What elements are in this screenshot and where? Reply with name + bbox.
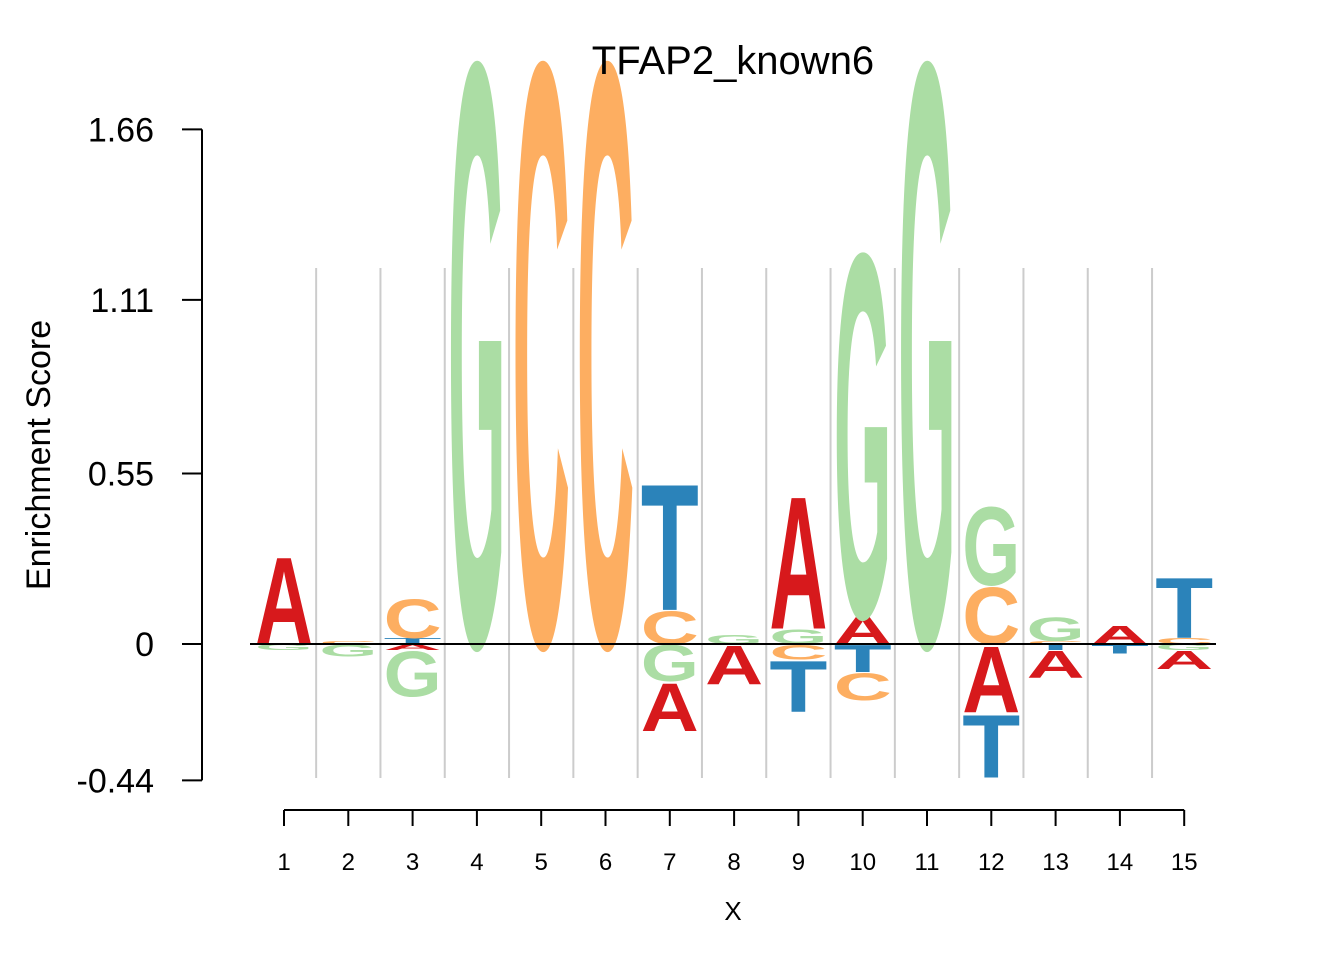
logo-letter-t: T (1027, 643, 1085, 653)
logo-letter-a: A (384, 643, 442, 653)
logo-letter-c: C (1027, 640, 1085, 645)
y-axis: 1.66 1.11 0.55 0 -0.44 (77, 111, 203, 800)
grid-lines (315, 268, 1154, 778)
logo-letter-a: A (834, 610, 892, 653)
x-tick-label: 1 (277, 849, 290, 876)
x-tick-label: 8 (727, 849, 740, 876)
logo-letter-g: G (255, 643, 313, 653)
x-tick-label: 9 (792, 849, 805, 876)
logo-letter-t: T (1091, 642, 1149, 656)
logo-letter-g: G (1027, 610, 1085, 649)
x-tick-label: 10 (849, 849, 876, 876)
logo-letter-c: C (384, 587, 442, 650)
x-tick-label: 5 (535, 849, 548, 876)
logo-letter-c: C (834, 665, 892, 708)
y-tick-label: 1.66 (88, 111, 154, 149)
x-axis-label: X (724, 896, 741, 926)
logo-letter-g: G (898, 0, 956, 821)
logo-letter-c: C (769, 640, 827, 664)
x-tick-label: 13 (1042, 849, 1069, 876)
y-tick-label: 0.55 (88, 456, 154, 494)
logo-letter-t: T (641, 446, 699, 649)
logo-letter-a: A (641, 668, 699, 745)
x-tick-label: 3 (406, 849, 419, 876)
logo-letter-g: G (962, 485, 1020, 610)
logo-letter-a: A (1027, 644, 1085, 687)
logo-letter-c: C (1155, 636, 1213, 646)
y-tick-label: 0 (135, 626, 154, 664)
logo-letter-c: C (641, 601, 699, 654)
logo-letter-a: A (255, 532, 313, 671)
x-tick-label: 4 (470, 849, 483, 876)
logo-letter-g: G (384, 638, 442, 710)
logo-letter-a: A (1155, 645, 1213, 674)
logo-letter-t: T (1155, 561, 1213, 657)
logo-letter-a: A (769, 457, 827, 669)
logo-letter-c: C (319, 640, 377, 645)
chart-title: TFAP2_known6 (592, 39, 874, 83)
logo-letter-a: A (705, 633, 763, 696)
x-tick-label: 11 (915, 849, 940, 876)
y-tick-label: -0.44 (77, 762, 155, 800)
logo-letter-g: G (834, 144, 892, 726)
logo-letter-g: G (448, 0, 506, 821)
y-tick-label: 1.11 (90, 282, 154, 320)
x-tick-label: 6 (599, 849, 612, 876)
logo-letter-g: G (1155, 643, 1213, 653)
x-tick-label: 15 (1171, 849, 1198, 876)
logo-letter-t: T (962, 695, 1020, 796)
y-axis-label: Enrichment Score (20, 320, 58, 590)
x-tick-label: 14 (1107, 849, 1134, 876)
x-tick-label: 7 (663, 849, 676, 876)
x-axis: 1 2 3 4 5 6 7 8 9 10 11 12 13 14 15 (277, 809, 1198, 876)
x-tick-label: 2 (342, 849, 355, 876)
logo-letter-c: C (962, 571, 1020, 662)
logo-letter-t: T (384, 636, 442, 646)
logo-letter-g: G (319, 641, 377, 660)
logo-letter-c: C (577, 0, 635, 821)
x-tick-label: 12 (978, 849, 1005, 876)
logo-letter-c: C (512, 0, 570, 821)
logo-letter-t: T (769, 646, 827, 728)
